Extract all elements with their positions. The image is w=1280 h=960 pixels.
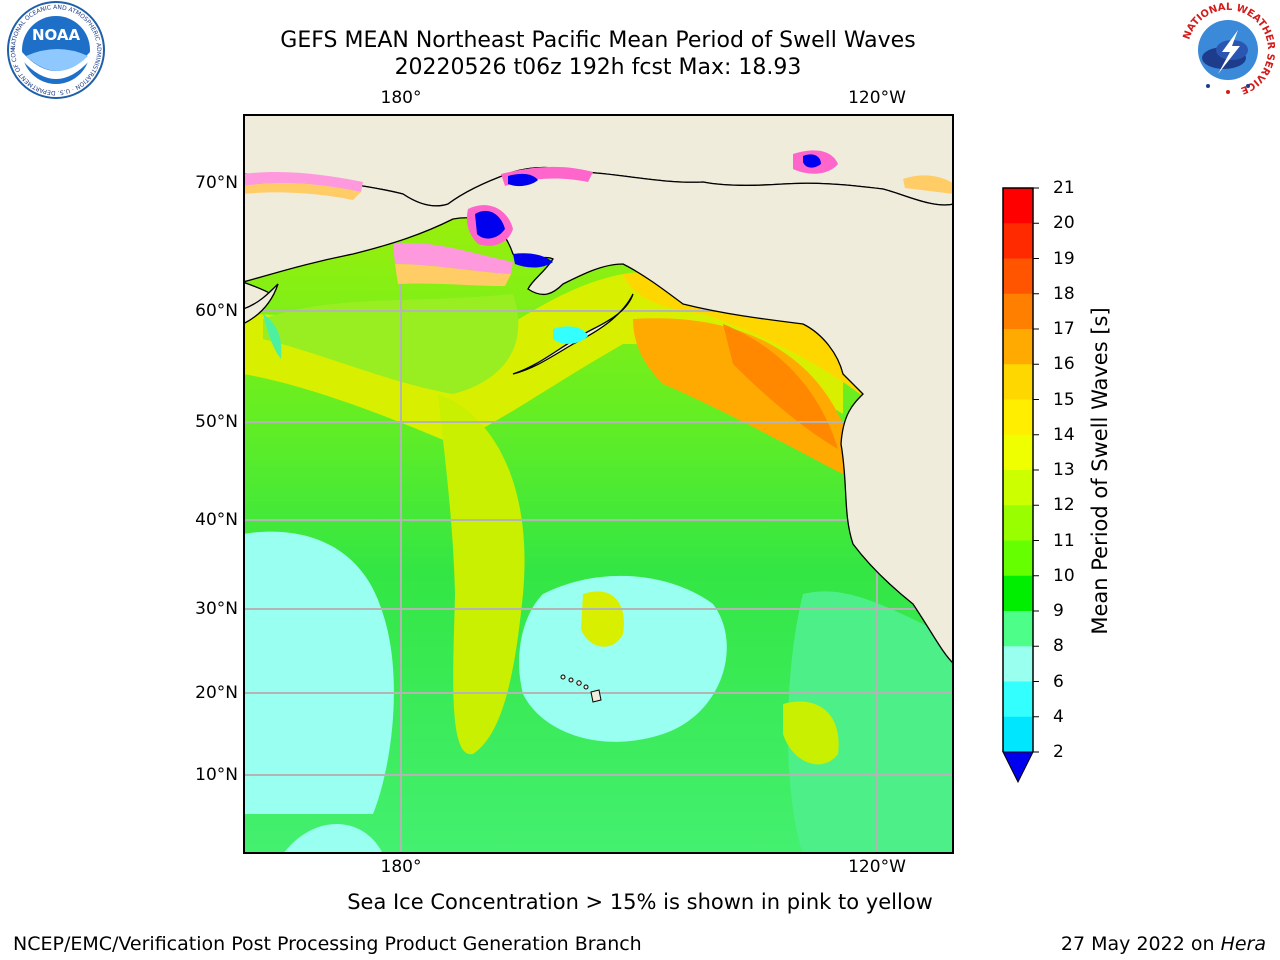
swell-field — [243, 272, 954, 854]
footer-machine: Hera — [1220, 933, 1266, 955]
swell-region-west-cyan-north — [243, 580, 363, 674]
colorbar-tick-label: 21 — [1053, 178, 1075, 198]
colorbar-tick-label: 15 — [1053, 389, 1075, 410]
lat-label-60n: 60°N — [195, 301, 238, 321]
colorbar-segment — [1003, 223, 1033, 259]
sea-ice-beaufort-blue — [803, 154, 821, 168]
colorbar-tick-label: 12 — [1053, 495, 1075, 516]
lat-label-40n: 40°N — [195, 510, 238, 530]
colorbar-tick-label: 14 — [1053, 424, 1075, 445]
colorbar-label: Mean Period of Swell Waves [s] — [1088, 307, 1112, 635]
swell-period-map — [243, 114, 954, 854]
land-chukotka — [243, 166, 954, 665]
chart-title-line2: 20220526 t06z 192h fcst Max: 18.93 — [394, 55, 802, 80]
swell-region-northeast-orange — [633, 318, 843, 474]
lon-label-top-120w: 120°W — [848, 88, 906, 108]
sea-ice-hudson-west — [903, 175, 954, 194]
colorbar-tick-label: 17 — [1053, 319, 1075, 339]
sea-ice-bering-fringe — [395, 264, 511, 286]
nws-logo: NATIONAL WEATHER SERVICE — [1178, 0, 1278, 104]
colorbar-tick-label: 18 — [1053, 283, 1075, 304]
colorbar-tick-label: 11 — [1053, 530, 1075, 551]
swell-region-north-yellow — [243, 272, 843, 444]
colorbar-segment — [1003, 505, 1033, 541]
lat-label-50n: 50°N — [195, 412, 238, 432]
colorbar-tick-label: 2 — [1053, 742, 1064, 762]
footer-org: NCEP/EMC/Verification Post Processing Pr… — [13, 933, 642, 955]
lat-label-70n: 70°N — [195, 173, 238, 193]
colorbar — [1002, 187, 1039, 788]
colorbar-tick-label: 20 — [1053, 213, 1075, 234]
sea-ice-arctic-west-fringe — [243, 183, 361, 200]
colorbar-segment — [1003, 611, 1033, 647]
footer-date: 27 May 2022 on — [1060, 933, 1221, 955]
colorbar-tick-label: 13 — [1053, 460, 1075, 480]
footer-timestamp: 27 May 2022 on Hera — [1061, 933, 1266, 955]
sea-ice-norton-sound — [513, 253, 553, 268]
sea-ice — [243, 150, 954, 359]
sea-ice-chukchi-blue — [508, 173, 538, 187]
colorbar-extend-arrow — [1002, 751, 1034, 784]
swell-region-south-cyan — [283, 824, 383, 854]
colorbar-segment — [1003, 329, 1033, 365]
land — [243, 114, 954, 665]
colorbar-segment — [1003, 188, 1033, 224]
colorbar-segment — [1003, 681, 1033, 718]
swell-region-bering — [263, 294, 519, 394]
hawaiian-islands — [560, 674, 602, 703]
land-alaska-peninsula — [512, 293, 634, 375]
land-kamchatka-tip — [243, 283, 279, 325]
colorbar-segment — [1003, 364, 1033, 400]
colorbar-segment — [1003, 575, 1033, 612]
colorbar-segment — [1003, 646, 1033, 682]
lat-label-20n: 20°N — [195, 683, 238, 703]
colorbar-segment — [1003, 399, 1033, 436]
swell-region-central-cyan — [519, 575, 727, 742]
lon-label-top-180: 180° — [380, 88, 422, 108]
swell-region-hawaii-yellow — [581, 591, 624, 647]
colorbar-tick-label: 9 — [1053, 601, 1064, 621]
colorbar-tick-label: 8 — [1053, 636, 1064, 657]
colorbar-segment — [1003, 716, 1033, 753]
map-border — [243, 114, 954, 854]
colorbar-tick-label: 10 — [1053, 565, 1075, 586]
lat-label-10n: 10°N — [195, 765, 238, 785]
swell-region-coast-yellow — [623, 272, 883, 414]
colorbar-segment — [1003, 258, 1033, 295]
noaa-logo: NATIONAL OCEANIC AND ATMOSPHERIC ADMINIS… — [3, 0, 106, 104]
lon-label-bottom-180: 180° — [380, 857, 422, 877]
sea-ice-arctic-west — [243, 171, 363, 192]
colorbar-segment — [1003, 434, 1033, 471]
swell-region-south-lime — [783, 701, 839, 765]
lat-label-30n: 30°N — [195, 599, 238, 619]
sea-ice-bering-north — [393, 243, 513, 274]
swell-region-east-green — [788, 591, 954, 854]
colorbar-segment — [1003, 540, 1033, 577]
colorbar-segment — [1003, 293, 1033, 330]
lon-label-bottom-120w: 120°W — [848, 857, 906, 877]
colorbar-tick-label: 19 — [1053, 248, 1075, 269]
sea-ice-bristol — [553, 326, 588, 344]
swell-region-northeast-deep-orange — [723, 324, 838, 449]
sea-ice-anadyr — [263, 314, 282, 359]
colorbar-tick-label: 6 — [1053, 671, 1064, 692]
sea-ice-bering-strait-blue — [475, 210, 505, 239]
chart-title-line1: GEFS MEAN Northeast Pacific Mean Period … — [280, 28, 916, 53]
colorbar-tick-label: 4 — [1053, 706, 1064, 727]
noaa-logo-text: NOAA — [32, 26, 81, 44]
colorbar-tick-label: 16 — [1053, 354, 1075, 375]
swell-region-central-plume — [438, 394, 525, 755]
colorbar-segment — [1003, 470, 1033, 506]
sea-ice-note: Sea Ice Concentration > 15% is shown in … — [347, 890, 933, 914]
